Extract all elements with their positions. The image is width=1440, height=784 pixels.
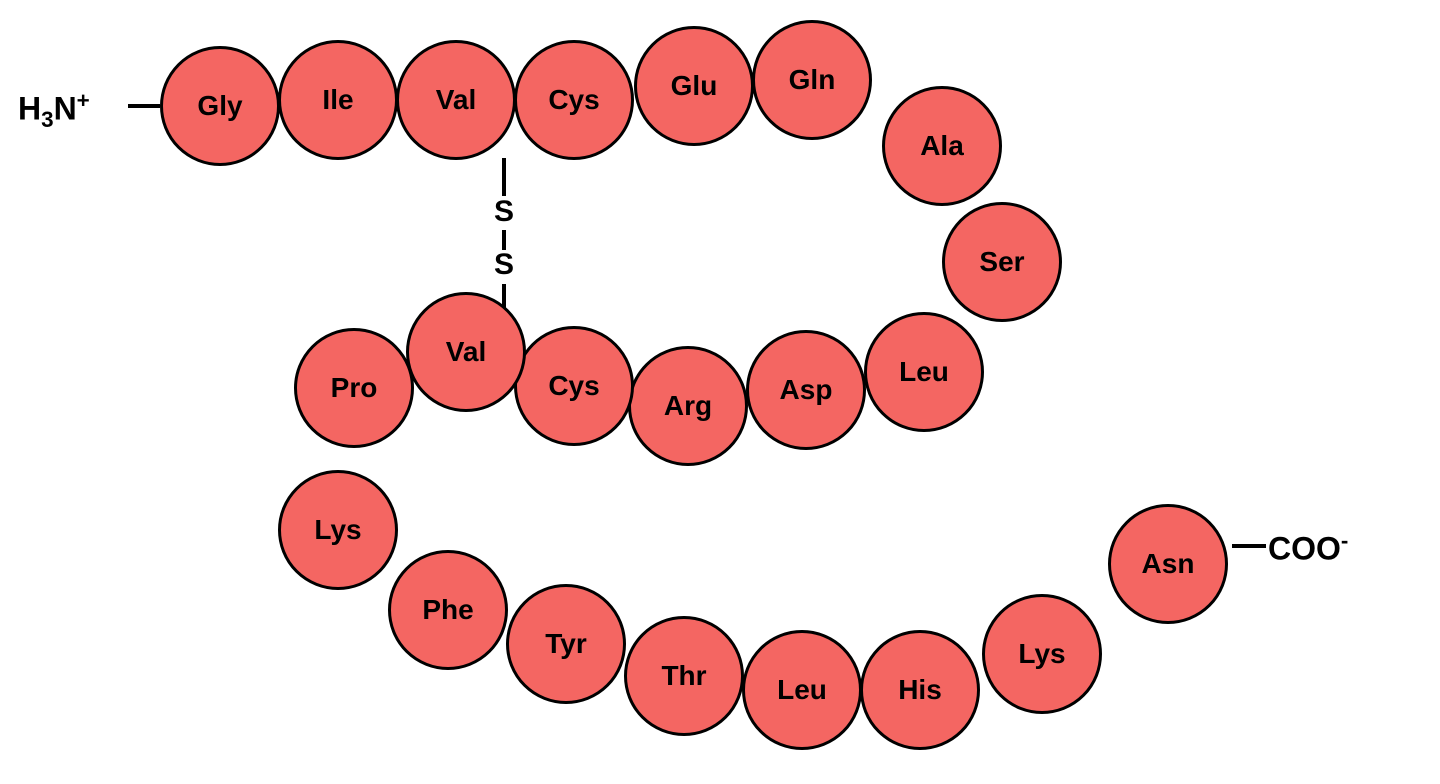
disulfide-s-label-0: S (494, 195, 514, 229)
residue-cys-11: Cys (514, 326, 634, 446)
residue-tyr-16: Tyr (506, 584, 626, 704)
residue-lys-14: Lys (278, 470, 398, 590)
residue-gln-5: Gln (752, 20, 872, 140)
c-terminus-label: COO- (1268, 528, 1348, 568)
residue-leu-8: Leu (864, 312, 984, 432)
residue-thr-17: Thr (624, 616, 744, 736)
residue-asp-9: Asp (746, 330, 866, 450)
residue-val-12: Val (406, 292, 526, 412)
residue-arg-10: Arg (628, 346, 748, 466)
residue-ser-7: Ser (942, 202, 1062, 322)
residue-leu-18: Leu (742, 630, 862, 750)
residue-gly-0: Gly (160, 46, 280, 166)
residue-val-2: Val (396, 40, 516, 160)
residue-his-19: His (860, 630, 980, 750)
peptide-diagram: H3N+ COO- GlyIleValCysGluGlnAlaSerLeuAsp… (0, 0, 1440, 784)
residue-asn-21: Asn (1108, 504, 1228, 624)
disulfide-s-label-1: S (494, 248, 514, 282)
residue-pro-13: Pro (294, 328, 414, 448)
n-terminus-label: H3N+ (18, 88, 90, 133)
residue-ala-6: Ala (882, 86, 1002, 206)
residue-phe-15: Phe (388, 550, 508, 670)
residue-cys-3: Cys (514, 40, 634, 160)
residue-ile-1: Ile (278, 40, 398, 160)
residue-lys-20: Lys (982, 594, 1102, 714)
residue-glu-4: Glu (634, 26, 754, 146)
